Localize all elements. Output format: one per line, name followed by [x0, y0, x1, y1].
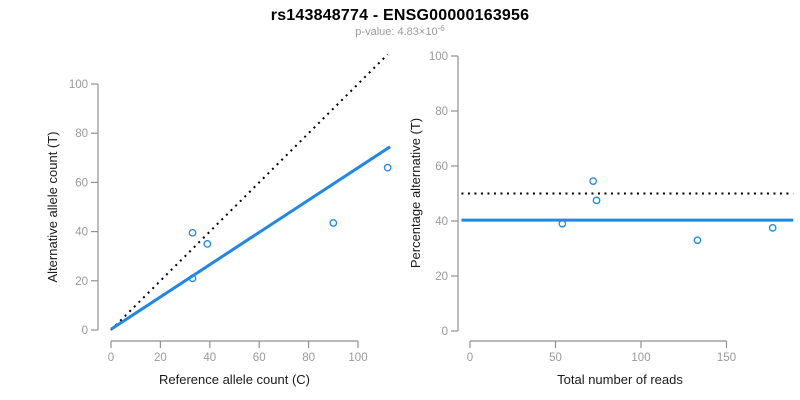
x-tick-label: 100 [631, 352, 650, 364]
y-tick-label: 0 [82, 325, 88, 337]
y-tick-label: 20 [435, 271, 448, 283]
figure-title: rs143848774 - ENSG00000163956 [270, 7, 530, 24]
y-tick-label: 40 [75, 227, 88, 239]
y-axis-title: Percentage alternative (T) [408, 118, 423, 268]
data-point [329, 219, 338, 227]
y-tick-label: 20 [75, 276, 88, 288]
data-point [693, 236, 702, 245]
x-axis-title: Reference allele count (C) [159, 372, 310, 387]
y-tick-label: 80 [75, 128, 88, 140]
y-tick-label: 0 [442, 326, 448, 338]
x-tick-label: 0 [467, 352, 473, 364]
x-tick-label: 80 [302, 352, 315, 364]
y-tick-label: 40 [435, 216, 448, 228]
x-tick-label: 50 [549, 352, 562, 364]
data-point [188, 228, 197, 237]
y-axis-title: Alternative allele count (T) [45, 131, 60, 282]
y-tick-label: 60 [435, 161, 448, 173]
x-tick-label: 150 [717, 352, 736, 364]
pvalue-text: p-value: 4.83×10 [355, 26, 438, 38]
data-point [383, 163, 392, 172]
y-tick-label: 60 [75, 177, 88, 189]
data-point [592, 196, 601, 205]
data-point [589, 177, 597, 185]
data-point [188, 274, 197, 283]
data-point [203, 240, 212, 248]
x-tick-label: 100 [348, 352, 367, 364]
data-point [558, 219, 567, 228]
identity-line [110, 53, 389, 331]
y-tick-label: 100 [69, 79, 88, 91]
regression-line [110, 145, 391, 331]
x-tick-label: 60 [253, 352, 266, 364]
x-tick-label: 40 [203, 352, 216, 364]
x-tick-label: 0 [108, 352, 114, 364]
y-tick-label: 80 [435, 106, 448, 118]
figure-subtitle: p-value: 4.83×10-6 [0, 24, 800, 38]
pvalue-exponent: -6 [437, 24, 445, 33]
data-point [768, 224, 777, 232]
x-axis-title: Total number of reads [557, 372, 683, 387]
x-tick-label: 20 [154, 352, 167, 364]
y-tick-label: 100 [429, 51, 448, 63]
